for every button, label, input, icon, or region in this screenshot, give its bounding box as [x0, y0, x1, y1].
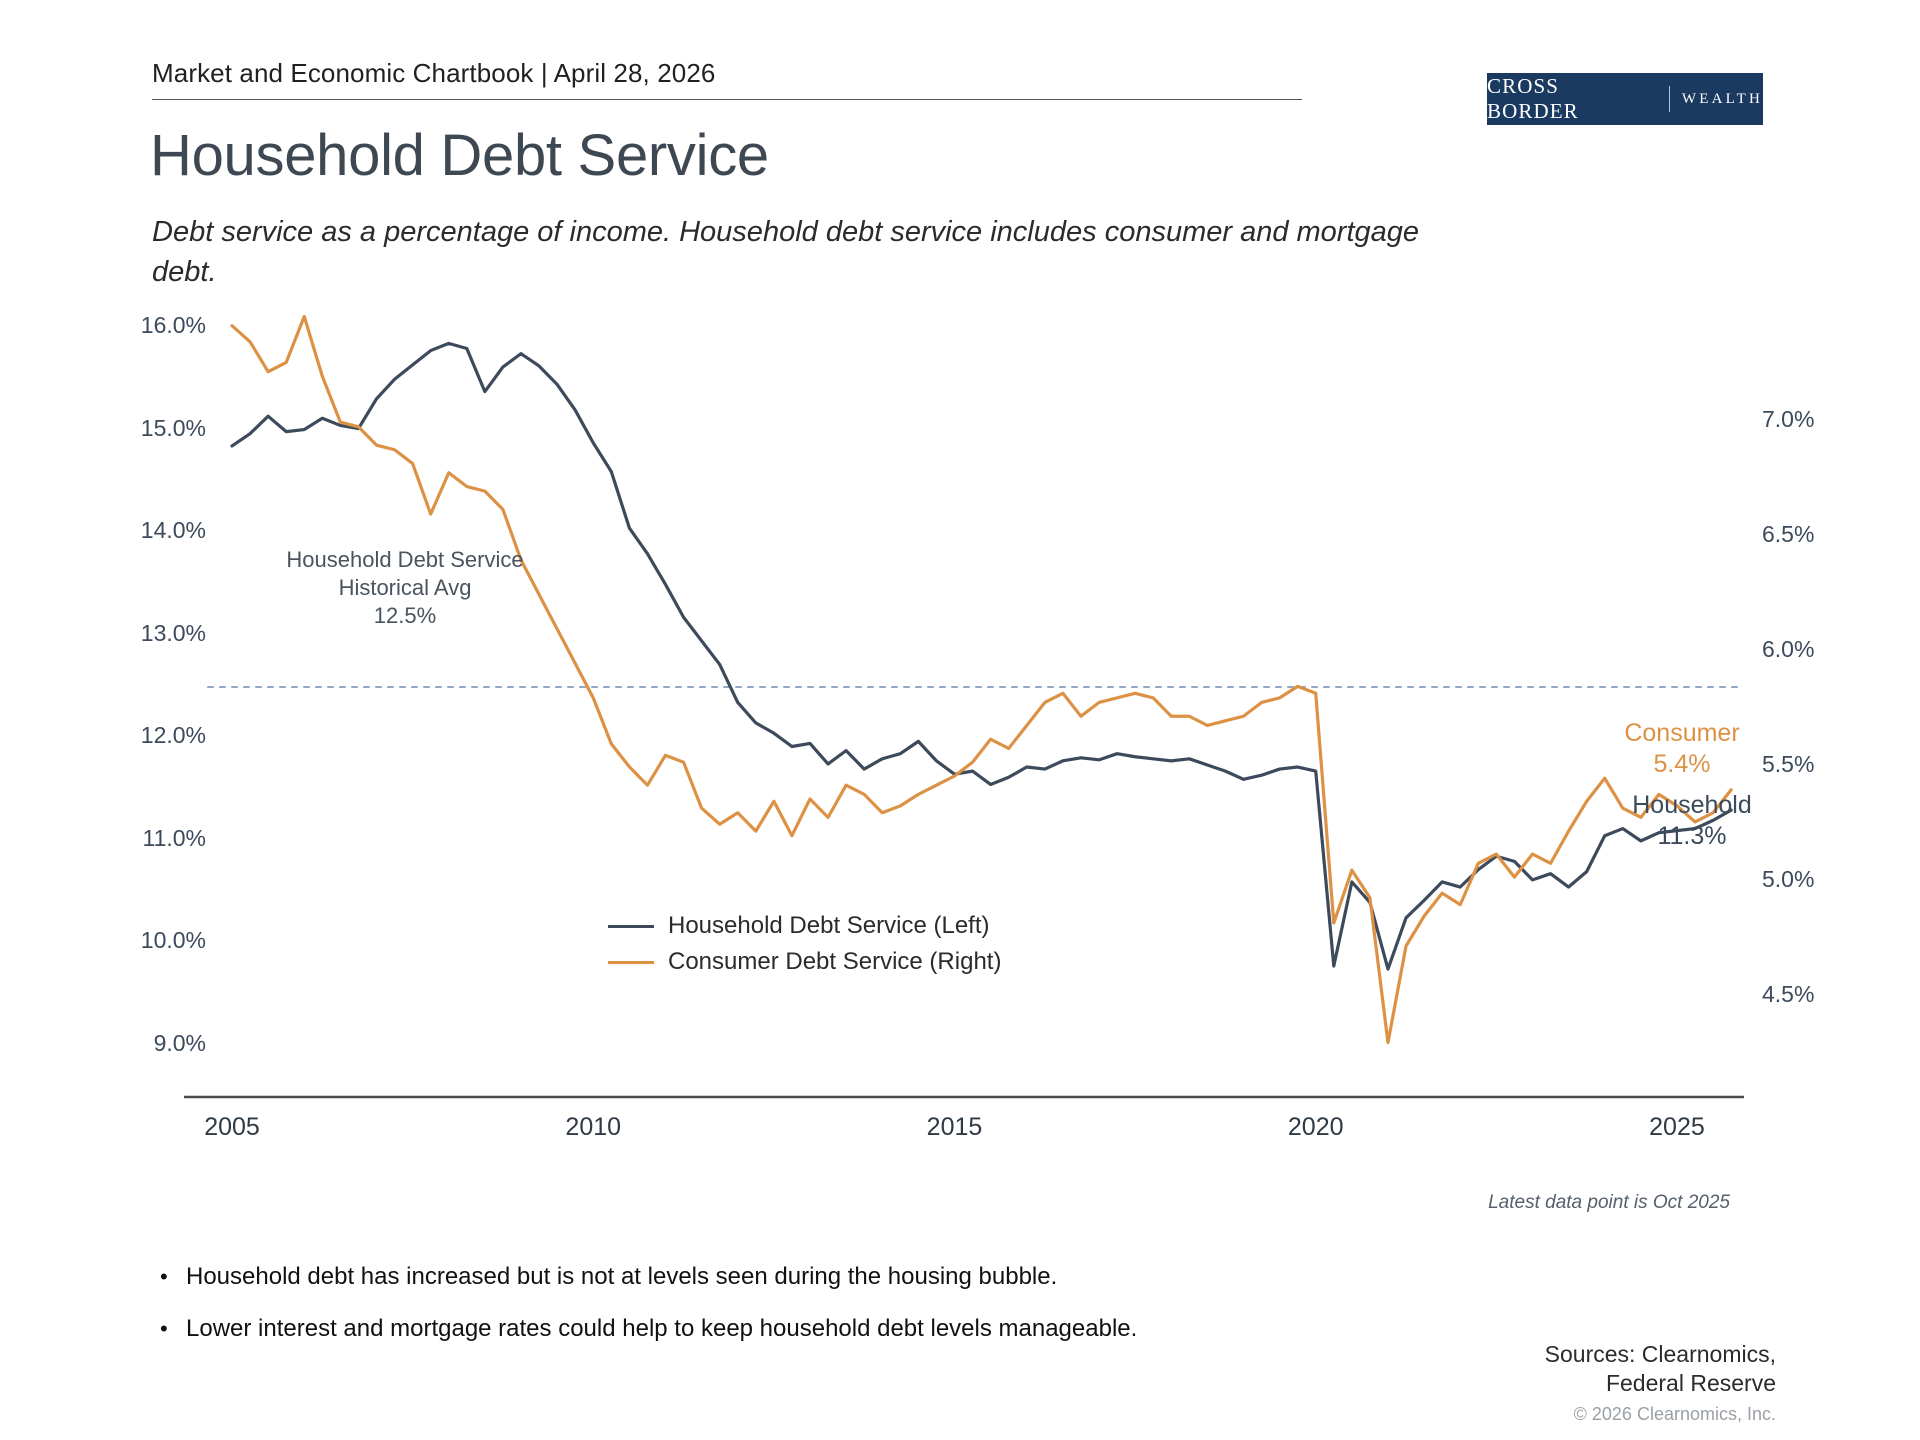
legend-label-consumer: Consumer Debt Service (Right)	[668, 948, 1002, 975]
page-subtitle: Debt service as a percentage of income. …	[152, 216, 1420, 289]
x-axis-tick: 2020	[1287, 1113, 1344, 1141]
page-title: Household Debt Service	[150, 123, 769, 188]
y-axis-left-tick: 15.0%	[140, 414, 206, 441]
brand-logo-secondary: WEALTH	[1681, 90, 1763, 107]
latest-data-note: Latest data point is Oct 2025	[1488, 1192, 1730, 1213]
y-axis-right-tick: 6.0%	[1762, 635, 1815, 662]
y-axis-right-tick: 6.5%	[1762, 521, 1815, 548]
header-divider	[152, 99, 1302, 100]
legend-item-household[interactable]: Household Debt Service (Left)	[608, 908, 1001, 944]
brand-logo-inner: CROSS BORDER WEALTH	[1487, 74, 1763, 124]
list-item: • Lower interest and mortgage rates coul…	[160, 1314, 1460, 1344]
y-axis-left-tick: 16.0%	[140, 312, 206, 338]
consumer-end-label: Consumer 5.4%	[1624, 719, 1740, 779]
y-axis-right-tick: 7.0%	[1762, 406, 1815, 433]
household-end-label: Household 11.3%	[1632, 791, 1752, 851]
legend-swatch-consumer	[608, 960, 654, 964]
brand-logo-primary: CROSS BORDER	[1487, 74, 1579, 123]
historical-average-annotation: Household Debt Service Historical Avg 12…	[286, 547, 524, 629]
x-axis-tick: 2010	[565, 1113, 622, 1141]
brand-logo: CROSS BORDER WEALTH	[1487, 73, 1763, 125]
series-line-household	[230, 341, 1733, 971]
y-axis-left-tick: 10.0%	[140, 927, 206, 954]
y-axis-right-tick: 5.0%	[1762, 865, 1815, 892]
bullet-icon: •	[160, 1316, 168, 1341]
x-axis-tick: 2015	[926, 1113, 983, 1141]
x-axis-tick: 2005	[204, 1113, 260, 1141]
brand-logo-divider	[1668, 86, 1670, 112]
y-axis-left-tick: 11.0%	[142, 824, 206, 851]
header-title: Market and Economic Chartbook | April 28…	[152, 58, 716, 88]
y-axis-left-tick: 13.0%	[140, 619, 206, 646]
legend-swatch-household	[608, 924, 654, 928]
legend-item-consumer[interactable]: Consumer Debt Service (Right)	[608, 944, 1001, 980]
chart-legend: Household Debt Service (Left) Consumer D…	[608, 908, 1001, 980]
y-axis-left-tick: 9.0%	[153, 1030, 206, 1057]
bullet-icon: •	[160, 1264, 168, 1289]
header: Market and Economic Chartbook | April 28…	[152, 58, 1302, 100]
bullet-text: Household debt has increased but is not …	[186, 1263, 1058, 1290]
y-axis-right-tick: 4.5%	[1762, 980, 1815, 1007]
bullet-text: Lower interest and mortgage rates could …	[186, 1315, 1138, 1342]
bullet-list: • Household debt has increased but is no…	[160, 1262, 1460, 1366]
sources-text: Sources: Clearnomics, Federal Reserve	[1544, 1341, 1776, 1396]
copyright-text: © 2026 Clearnomics, Inc.	[1573, 1404, 1776, 1424]
list-item: • Household debt has increased but is no…	[160, 1262, 1460, 1292]
x-axis-tick: 2025	[1649, 1113, 1705, 1141]
y-axis-right-tick: 5.5%	[1762, 750, 1815, 777]
legend-label-household: Household Debt Service (Left)	[668, 912, 990, 939]
y-axis-left-tick: 12.0%	[140, 722, 206, 749]
y-axis-left-tick: 14.0%	[140, 517, 206, 544]
